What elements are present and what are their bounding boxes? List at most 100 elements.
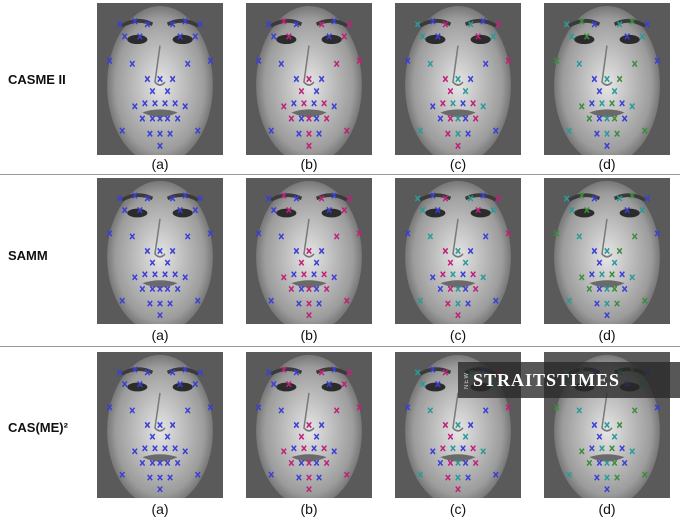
- landmark-marker: [306, 300, 312, 307]
- landmark-marker: [631, 407, 638, 414]
- landmark-marker: [306, 115, 312, 122]
- landmark-marker: [589, 99, 595, 107]
- watermark-prefix: NEW: [464, 371, 470, 389]
- landmark-marker: [121, 33, 128, 40]
- landmark-marker: [596, 459, 603, 467]
- landmark-marker: [460, 99, 466, 107]
- caption: (b): [300, 501, 318, 517]
- landmark-marker: [313, 115, 320, 122]
- landmark-marker: [333, 233, 340, 240]
- landmark-marker: [119, 297, 125, 304]
- landmark-marker: [619, 271, 625, 278]
- landmark-marker: [442, 247, 449, 255]
- landmark-marker: [642, 127, 648, 135]
- landmark-marker: [167, 474, 173, 481]
- landmark-marker: [268, 127, 274, 135]
- landmark-marker: [614, 130, 620, 138]
- landmark-marker: [599, 99, 605, 107]
- caption: (a): [151, 156, 169, 172]
- landmark-marker: [445, 130, 451, 138]
- landmark-marker: [293, 195, 300, 202]
- landmark-marker: [288, 459, 295, 467]
- landmark-marker: [621, 285, 628, 293]
- landmark-marker: [174, 459, 181, 467]
- landmark-marker: [177, 33, 183, 40]
- landmark-marker: [604, 75, 610, 83]
- landmark-marker: [460, 445, 466, 452]
- landmark-marker: [579, 103, 585, 110]
- landmark-marker: [331, 103, 337, 110]
- landmark-marker: [139, 459, 146, 467]
- landmark-marker: [167, 130, 173, 138]
- landmark-marker: [644, 195, 651, 202]
- caption: (d): [598, 327, 616, 343]
- landmark-marker: [440, 99, 446, 107]
- landmark-marker: [447, 87, 454, 95]
- landmark-marker: [566, 297, 572, 304]
- landmark-marker: [137, 33, 143, 40]
- landmark-marker: [419, 206, 426, 214]
- landmark-marker: [306, 142, 312, 150]
- landmark-marker: [591, 20, 598, 28]
- landmark-marker: [182, 448, 188, 455]
- landmark-marker: [169, 20, 176, 28]
- landmark-marker: [142, 445, 148, 452]
- landmark-marker: [291, 99, 297, 107]
- landmark-marker: [152, 99, 158, 107]
- landmark-marker: [629, 448, 635, 455]
- landmark-marker: [404, 57, 411, 65]
- landmark-marker: [157, 312, 163, 319]
- landmark-marker: [493, 127, 499, 135]
- landmark-marker: [447, 433, 454, 440]
- landmark-marker: [568, 206, 575, 214]
- landmark-marker: [182, 103, 188, 110]
- landmark-marker: [462, 115, 469, 122]
- landmark-marker: [162, 271, 168, 278]
- landmark-marker: [414, 369, 421, 376]
- landmark-marker: [639, 33, 646, 40]
- landmark-marker: [298, 87, 305, 95]
- landmark-marker: [629, 103, 635, 110]
- landmark-marker: [419, 33, 426, 40]
- landmark-marker: [609, 271, 615, 278]
- landmark-marker: [162, 445, 168, 452]
- landmark-marker: [455, 247, 461, 255]
- landmark-marker: [467, 247, 474, 255]
- landmark-marker: [197, 195, 204, 202]
- landmark-marker: [594, 474, 600, 481]
- landmark-marker: [288, 285, 295, 293]
- landmark-marker: [301, 445, 307, 452]
- landmark-marker: [278, 233, 285, 240]
- landmark-marker: [341, 33, 348, 40]
- landmark-marker: [604, 142, 610, 150]
- landmark-marker: [472, 115, 479, 122]
- landmark-marker: [172, 271, 178, 278]
- watermark-text: STRAITSTIMES: [473, 369, 621, 390]
- landmark-marker: [611, 433, 618, 440]
- landmark-marker: [119, 471, 125, 478]
- landmark-marker: [174, 285, 181, 293]
- landmark-marker: [169, 369, 176, 376]
- landmark-marker: [480, 17, 486, 25]
- landmark-marker: [629, 274, 635, 281]
- landmark-marker: [470, 99, 476, 107]
- landmark-marker: [281, 192, 287, 199]
- landmark-marker: [321, 445, 327, 452]
- landmark-marker: [318, 20, 325, 28]
- landmark-marker: [455, 142, 461, 150]
- landmark-marker: [442, 20, 449, 28]
- landmark-marker: [604, 474, 610, 481]
- landmark-marker: [195, 297, 201, 304]
- landmark-marker: [177, 380, 183, 388]
- landmark-marker: [286, 206, 292, 214]
- landmark-marker: [568, 33, 575, 40]
- landmark-marker: [192, 33, 199, 40]
- face-panel: [97, 352, 223, 498]
- landmark-marker: [169, 75, 176, 83]
- landmark-marker: [594, 300, 600, 307]
- landmark-marker: [268, 297, 274, 304]
- landmark-marker: [281, 448, 287, 455]
- landmark-marker: [331, 366, 337, 373]
- landmark-marker: [465, 130, 471, 138]
- landmark-marker: [475, 33, 481, 40]
